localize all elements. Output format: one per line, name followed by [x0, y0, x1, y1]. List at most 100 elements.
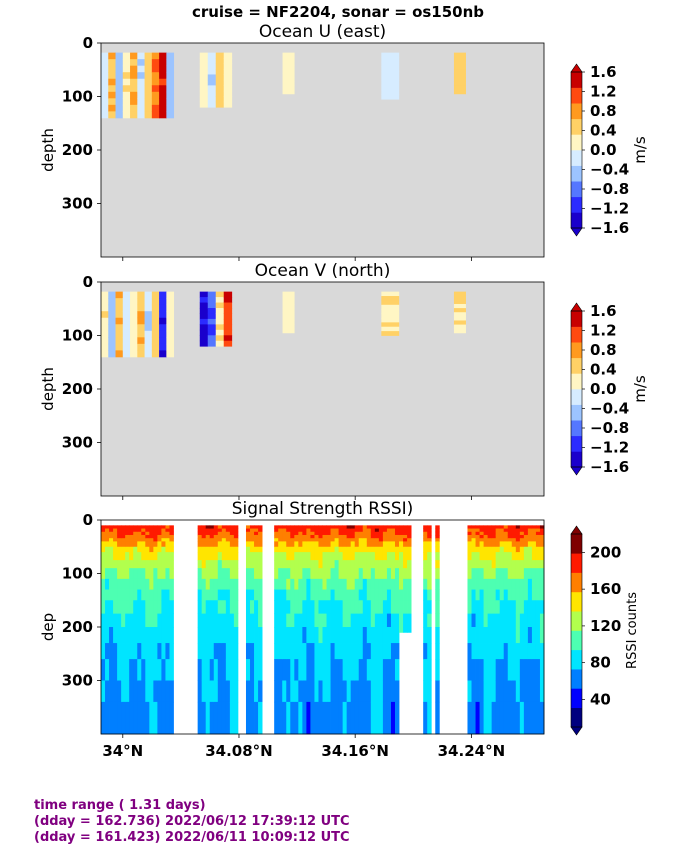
velocity-cell: [381, 71, 400, 77]
rssi-cell: [475, 627, 480, 644]
velocity-cell: [166, 72, 175, 80]
velocity-cell: [223, 308, 233, 314]
rssi-cell: [145, 578, 150, 590]
rssi-cell: [346, 546, 352, 553]
rssi-cell: [302, 627, 307, 644]
colorbar-min-extend: [570, 466, 583, 476]
rssi-cell: [125, 701, 130, 735]
rssi-cell: [105, 531, 110, 536]
y-tick-label: 200: [62, 141, 93, 159]
rssi-cell: [394, 627, 400, 644]
velocity-cell: [207, 308, 217, 314]
rssi-cell: [209, 541, 215, 548]
rssi-cell: [197, 541, 203, 548]
rssi-cell: [169, 578, 174, 590]
rssi-cell: [374, 701, 380, 735]
rssi-cell: [399, 600, 404, 615]
velocity-cell: [453, 64, 466, 70]
rssi-cell: [245, 546, 251, 553]
velocity-cell: [223, 79, 233, 86]
rssi-cell: [338, 541, 344, 548]
rssi-cell: [306, 613, 311, 628]
rssi-cell: [258, 627, 263, 644]
rssi-cell: [310, 534, 315, 539]
rssi-cell: [233, 560, 239, 569]
rssi-cell: [354, 538, 360, 542]
rssi-cell: [101, 531, 106, 536]
colorbar-tick-label: −1.2: [590, 200, 629, 218]
rssi-cell: [125, 538, 130, 542]
rssi-cell: [254, 531, 259, 536]
rssi-cell: [201, 560, 207, 569]
rssi-cell: [370, 552, 376, 561]
rssi-cell: [523, 534, 529, 539]
rssi-cell: [213, 627, 219, 644]
rssi-cell: [101, 528, 106, 533]
rssi-cell: [117, 560, 122, 569]
rssi-cell: [399, 560, 404, 569]
rssi-cell: [286, 560, 291, 569]
rssi-cell: [137, 578, 142, 590]
rssi-cell: [535, 552, 541, 561]
rssi-cell: [286, 701, 291, 735]
rssi-cell: [338, 568, 344, 580]
rssi-cell: [197, 680, 203, 703]
velocity-cell: [215, 313, 225, 320]
rssi-cell: [217, 568, 223, 580]
rssi-cell: [527, 538, 533, 542]
rssi-cell: [141, 546, 146, 553]
rssi-cell: [201, 568, 207, 580]
rssi-cell: [254, 525, 259, 529]
velocity-cell: [144, 78, 153, 86]
rssi-cell: [145, 534, 150, 539]
rssi-cell: [225, 538, 231, 542]
time-range-footer: time range ( 1.31 days) (dday = 162.736)…: [34, 798, 350, 846]
rssi-cell: [109, 525, 114, 529]
rssi-cell: [515, 659, 521, 681]
rssi-cell: [245, 538, 251, 542]
rssi-cell: [169, 701, 174, 735]
rssi-cell: [258, 701, 263, 735]
rssi-cell: [350, 613, 356, 628]
rssi-cell: [374, 560, 380, 569]
rssi-cell: [394, 680, 400, 703]
rssi-cell: [403, 568, 408, 580]
rssi-cell: [423, 568, 428, 580]
rssi-cell: [105, 560, 110, 569]
rssi-cell: [499, 659, 505, 681]
rssi-cell: [531, 600, 537, 615]
rssi-cell: [318, 680, 323, 703]
velocity-cell: [151, 59, 160, 67]
rssi-cell: [149, 552, 154, 561]
rssi-cell: [539, 534, 545, 539]
rssi-cell: [366, 560, 372, 569]
rssi-cell: [294, 560, 299, 569]
rssi-cell: [113, 600, 118, 615]
rssi-cell: [499, 600, 505, 615]
rssi-cell: [153, 680, 158, 703]
rssi-cell: [471, 659, 476, 681]
rssi-cell: [394, 525, 400, 529]
rssi-cell: [213, 568, 219, 580]
velocity-cell: [199, 58, 209, 64]
rssi-cell: [101, 600, 106, 615]
rssi-cell: [209, 534, 215, 539]
rssi-cell: [523, 552, 529, 561]
rssi-cell: [113, 531, 118, 536]
rssi-cell: [310, 600, 315, 615]
rssi-cell: [169, 528, 174, 533]
rssi-cell: [290, 531, 295, 536]
colorbar-band: [571, 150, 582, 166]
rssi-cell: [149, 528, 154, 533]
rssi-cell: [221, 659, 227, 681]
rssi-cell: [306, 568, 311, 580]
velocity-cell: [199, 340, 209, 347]
rssi-cell: [382, 613, 388, 628]
rssi-cell: [165, 680, 170, 703]
velocity-cell: [207, 69, 217, 75]
rssi-cell: [338, 701, 344, 735]
rssi-cell: [475, 560, 480, 569]
rssi-cell: [338, 546, 344, 553]
rssi-cell: [374, 578, 380, 590]
velocity-cell: [199, 313, 209, 320]
